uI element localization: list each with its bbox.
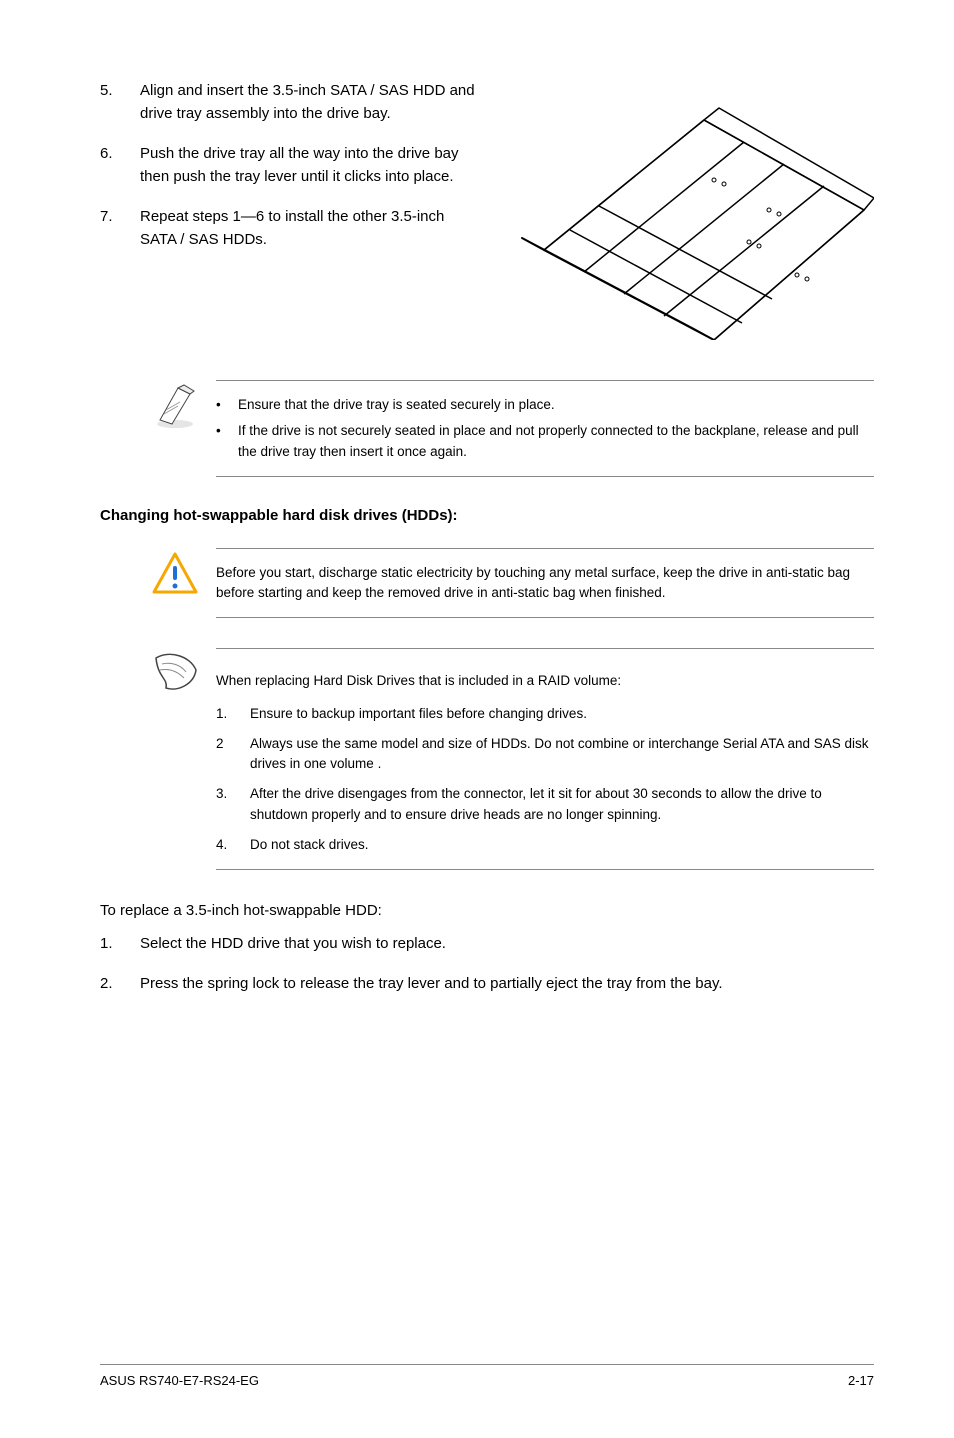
replace-step: 2. Press the spring lock to release the …	[100, 973, 874, 996]
hand-note-icon	[150, 648, 200, 698]
bullet-icon: •	[216, 421, 226, 462]
caution-body: Before you start, discharge static elect…	[216, 548, 874, 619]
replace-intro: To replace a 3.5-inch hot-swappable HDD:	[100, 900, 874, 923]
list-number: 2	[216, 734, 238, 775]
replace-step: 1. Select the HDD drive that you wish to…	[100, 933, 874, 956]
step-number: 1.	[100, 933, 140, 956]
caution-icon	[150, 548, 200, 598]
install-steps-list: 5. Align and insert the 3.5-inch SATA / …	[100, 80, 484, 340]
footer-page-number: 2-17	[848, 1373, 874, 1388]
step-text: Press the spring lock to release the tra…	[140, 973, 874, 996]
step-text: Repeat steps 1—6 to install the other 3.…	[140, 206, 484, 251]
note-callout: • Ensure that the drive tray is seated s…	[150, 380, 874, 477]
install-step: 7. Repeat steps 1—6 to install the other…	[100, 206, 484, 251]
list-text: After the drive disengages from the conn…	[250, 784, 874, 825]
footer-product-name: ASUS RS740-E7-RS24-EG	[100, 1373, 259, 1388]
bullet-icon: •	[216, 395, 226, 415]
step-number: 6.	[100, 143, 140, 188]
note-bullet-text: If the drive is not securely seated in p…	[238, 421, 874, 462]
raid-note-callout: When replacing Hard Disk Drives that is …	[150, 648, 874, 870]
step-text: Push the drive tray all the way into the…	[140, 143, 484, 188]
list-text: Ensure to backup important files before …	[250, 704, 587, 724]
note-icon	[150, 380, 200, 430]
step-number: 2.	[100, 973, 140, 996]
install-step: 5. Align and insert the 3.5-inch SATA / …	[100, 80, 484, 125]
section-subheading: Changing hot-swappable hard disk drives …	[100, 507, 874, 524]
list-number: 1.	[216, 704, 238, 724]
list-text: Do not stack drives.	[250, 835, 369, 855]
drivebay-illustration	[514, 80, 874, 340]
caution-text: Before you start, discharge static elect…	[216, 563, 874, 604]
step-number: 5.	[100, 80, 140, 125]
page-footer: ASUS RS740-E7-RS24-EG 2-17	[100, 1364, 874, 1388]
raid-note-body: When replacing Hard Disk Drives that is …	[216, 648, 874, 870]
list-number: 4.	[216, 835, 238, 855]
caution-callout: Before you start, discharge static elect…	[150, 548, 874, 619]
step-text: Align and insert the 3.5-inch SATA / SAS…	[140, 80, 484, 125]
note-body: • Ensure that the drive tray is seated s…	[216, 380, 874, 477]
note-bullet-text: Ensure that the drive tray is seated sec…	[238, 395, 555, 415]
install-step: 6. Push the drive tray all the way into …	[100, 143, 484, 188]
step-number: 7.	[100, 206, 140, 251]
list-number: 3.	[216, 784, 238, 825]
list-text: Always use the same model and size of HD…	[250, 734, 874, 775]
step-text: Select the HDD drive that you wish to re…	[140, 933, 874, 956]
raid-note-intro: When replacing Hard Disk Drives that is …	[216, 671, 874, 691]
